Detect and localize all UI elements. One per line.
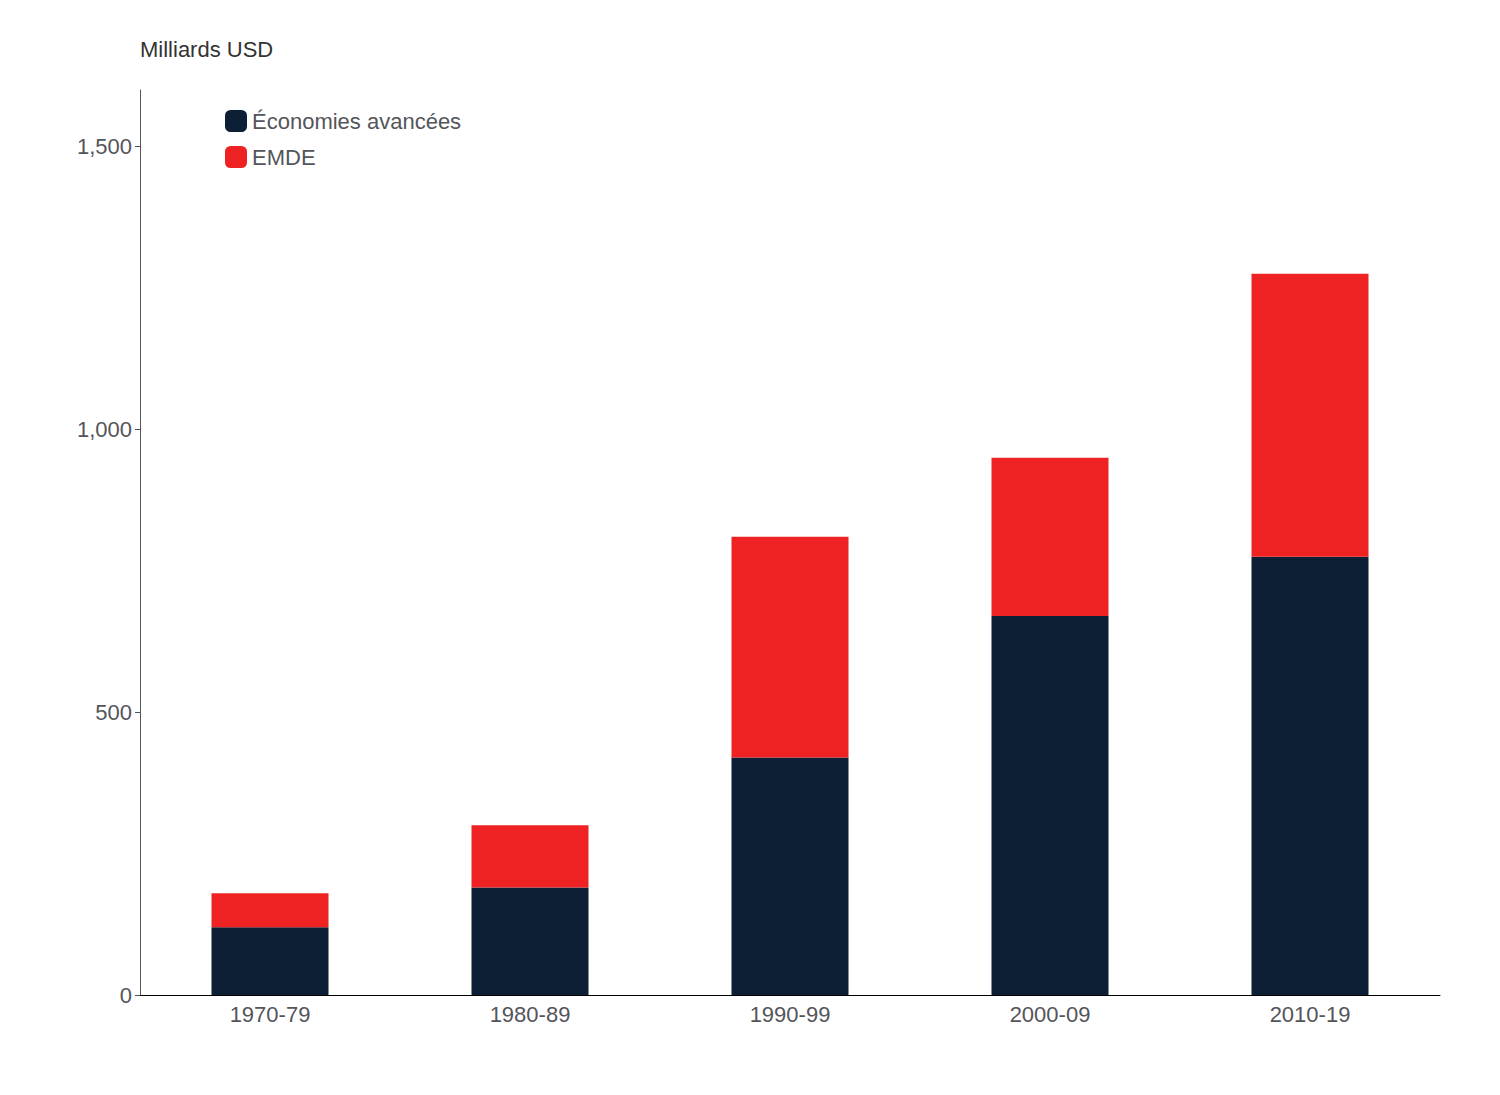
svg-text:1,500: 1,500 [77,134,132,159]
svg-text:0: 0 [120,983,132,1008]
svg-text:Économies avancées: Économies avancées [252,109,461,134]
svg-text:2000-09: 2000-09 [1010,1002,1091,1027]
svg-text:1,000: 1,000 [77,417,132,442]
svg-text:1990-99: 1990-99 [750,1002,831,1027]
svg-text:500: 500 [95,700,132,725]
svg-text:EMDE: EMDE [252,145,316,170]
svg-text:1970-79: 1970-79 [230,1002,311,1027]
svg-text:2010-19: 2010-19 [1270,1002,1351,1027]
svg-text:Milliards USD: Milliards USD [140,37,273,62]
svg-text:1980-89: 1980-89 [490,1002,571,1027]
